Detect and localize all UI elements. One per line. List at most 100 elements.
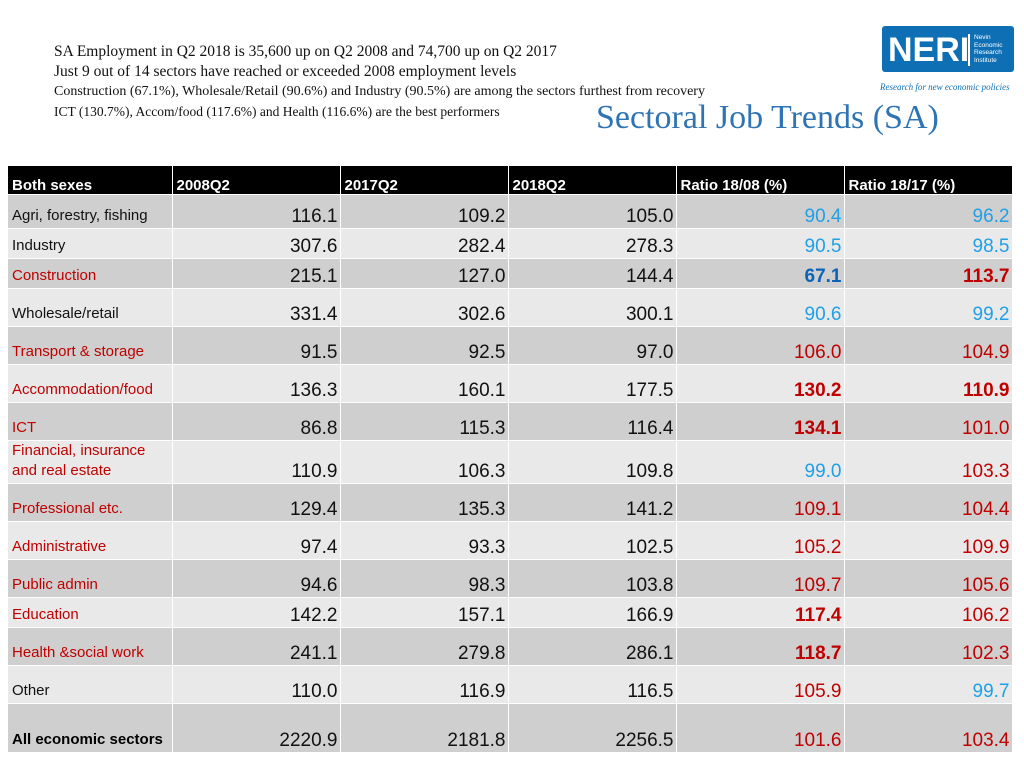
ratio-cell: 105.9 — [676, 665, 845, 704]
value-cell: 241.1 — [172, 627, 341, 666]
sector-label: Agri, forestry, fishing — [8, 194, 173, 229]
ratio-cell: 104.9 — [844, 326, 1013, 365]
value-cell: 102.5 — [508, 521, 677, 560]
ratio-cell: 90.6 — [676, 288, 845, 327]
table-row: Transport & storage 91.5 92.5 97.0 106.0… — [8, 326, 1013, 365]
ratio-cell: 90.5 — [676, 228, 845, 259]
logo-institute-line: Nevin — [974, 34, 991, 41]
sector-jobs-table: Both sexes 2008Q2 2017Q2 2018Q2 Ratio 18… — [8, 166, 1013, 752]
value-cell: 110.9 — [172, 440, 341, 484]
sector-label: Education — [8, 597, 173, 628]
sector-label: Administrative — [8, 521, 173, 560]
sector-label: Public admin — [8, 559, 173, 598]
value-cell: 93.3 — [340, 521, 509, 560]
summary-line-4: ICT (130.7%), Accom/food (117.6%) and He… — [54, 104, 500, 119]
value-cell: 160.1 — [340, 364, 509, 403]
logo-institute-line: Institute — [974, 56, 997, 64]
table-header-row: Both sexes 2008Q2 2017Q2 2018Q2 Ratio 18… — [8, 166, 1013, 195]
value-cell: 279.8 — [340, 627, 509, 666]
value-cell: 109.2 — [340, 194, 509, 229]
table-row: Industry 307.6 282.4 278.3 90.5 98.5 — [8, 228, 1013, 259]
value-cell: 86.8 — [172, 402, 341, 441]
ratio-cell: 105.6 — [844, 559, 1013, 598]
value-cell: 282.4 — [340, 228, 509, 259]
header-cell: 2017Q2 — [340, 166, 509, 195]
value-cell: 94.6 — [172, 559, 341, 598]
ratio-cell: 103.4 — [844, 703, 1013, 752]
table-row: Health &social work 241.1 279.8 286.1 11… — [8, 627, 1013, 666]
sector-label: Health &social work — [8, 627, 173, 666]
table-row: Other 110.0 116.9 116.5 105.9 99.7 — [8, 665, 1013, 704]
ratio-cell: 101.0 — [844, 402, 1013, 441]
logo-institute-line: Research — [974, 49, 1002, 56]
logo-wordmark: NERI — [888, 31, 970, 69]
sector-label: ICT — [8, 402, 173, 441]
value-cell: 2181.8 — [340, 703, 509, 752]
ratio-cell: 90.4 — [676, 194, 845, 229]
value-cell: 106.3 — [340, 440, 509, 484]
value-cell: 127.0 — [340, 258, 509, 289]
table-row-total: All economic sectors 2220.9 2181.8 2256.… — [8, 703, 1013, 752]
table-row: Agri, forestry, fishing 116.1 109.2 105.… — [8, 194, 1013, 229]
value-cell: 110.0 — [172, 665, 341, 704]
ratio-cell: 67.1 — [676, 258, 845, 289]
ratio-cell: 110.9 — [844, 364, 1013, 403]
value-cell: 129.4 — [172, 483, 341, 522]
ratio-cell: 101.6 — [676, 703, 845, 752]
header-cell: 2018Q2 — [508, 166, 677, 195]
sector-label: Wholesale/retail — [8, 288, 173, 327]
value-cell: 2220.9 — [172, 703, 341, 752]
ratio-cell: 106.2 — [844, 597, 1013, 628]
table-row: ICT 86.8 115.3 116.4 134.1 101.0 — [8, 402, 1013, 441]
sector-label: Financial, insurance and real estate — [8, 440, 173, 484]
value-cell: 109.8 — [508, 440, 677, 484]
value-cell: 105.0 — [508, 194, 677, 229]
summary-line-2: Just 9 out of 14 sectors have reached or… — [54, 63, 517, 80]
value-cell: 116.5 — [508, 665, 677, 704]
sector-label: Accommodation/food — [8, 364, 173, 403]
summary-line-3: Construction (67.1%), Wholesale/Retail (… — [54, 84, 705, 99]
ratio-cell: 109.9 — [844, 521, 1013, 560]
sector-label: Transport & storage — [8, 326, 173, 365]
value-cell: 136.3 — [172, 364, 341, 403]
sector-label: Industry — [8, 228, 173, 259]
sector-label: Construction — [8, 258, 173, 289]
logo-divider — [968, 34, 970, 66]
value-cell: 2256.5 — [508, 703, 677, 752]
value-cell: 300.1 — [508, 288, 677, 327]
header-cell: Ratio 18/17 (%) — [844, 166, 1013, 195]
value-cell: 141.2 — [508, 483, 677, 522]
value-cell: 91.5 — [172, 326, 341, 365]
header-cell: 2008Q2 — [172, 166, 341, 195]
table-row: Accommodation/food 136.3 160.1 177.5 130… — [8, 364, 1013, 403]
logo-institute-name: Nevin Economic Research Institute — [974, 34, 1014, 64]
ratio-cell: 130.2 — [676, 364, 845, 403]
ratio-cell: 106.0 — [676, 326, 845, 365]
value-cell: 278.3 — [508, 228, 677, 259]
ratio-cell: 98.5 — [844, 228, 1013, 259]
value-cell: 98.3 — [340, 559, 509, 598]
header-cell: Ratio 18/08 (%) — [676, 166, 845, 195]
ratio-cell: 105.2 — [676, 521, 845, 560]
ratio-cell: 99.2 — [844, 288, 1013, 327]
ratio-cell: 104.4 — [844, 483, 1013, 522]
value-cell: 142.2 — [172, 597, 341, 628]
value-cell: 331.4 — [172, 288, 341, 327]
value-cell: 177.5 — [508, 364, 677, 403]
table-row: Wholesale/retail 331.4 302.6 300.1 90.6 … — [8, 288, 1013, 327]
value-cell: 135.3 — [340, 483, 509, 522]
ratio-cell: 134.1 — [676, 402, 845, 441]
value-cell: 116.9 — [340, 665, 509, 704]
value-cell: 157.1 — [340, 597, 509, 628]
logo-tagline: Research for new economic policies — [880, 82, 1010, 92]
ratio-cell: 109.7 — [676, 559, 845, 598]
value-cell: 116.1 — [172, 194, 341, 229]
slide-title: Sectoral Job Trends (SA) — [596, 99, 939, 136]
sector-label: Other — [8, 665, 173, 704]
value-cell: 97.0 — [508, 326, 677, 365]
value-cell: 215.1 — [172, 258, 341, 289]
neri-logo: NERI Nevin Economic Research Institute R… — [880, 24, 1020, 98]
logo-badge: NERI Nevin Economic Research Institute — [882, 26, 1014, 72]
value-cell: 166.9 — [508, 597, 677, 628]
ratio-cell: 117.4 — [676, 597, 845, 628]
